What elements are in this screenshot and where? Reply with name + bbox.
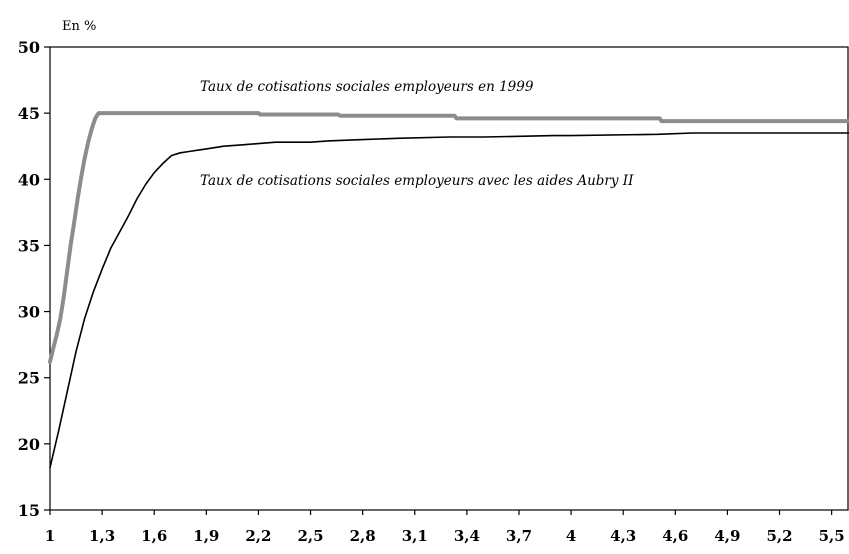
- x-tick-label: 1: [45, 527, 55, 545]
- x-tick-label: 3,1: [402, 527, 428, 545]
- y-axis-unit-label: En %: [62, 19, 96, 34]
- y-tick-label: 40: [18, 170, 40, 189]
- x-tick-label: 3,7: [506, 527, 532, 545]
- x-tick-label: 3,4: [454, 527, 480, 545]
- y-axis-ticks: 15 20 25 30 35 40 45 50: [18, 38, 50, 520]
- series-line-aubry: [49, 132, 849, 469]
- x-tick-label: 4,3: [610, 527, 636, 545]
- series-label-aubry: Taux de cotisations sociales employeurs …: [200, 173, 634, 189]
- x-tick-label: 2,8: [350, 527, 376, 545]
- y-tick-label: 50: [18, 38, 40, 57]
- x-axis-ticks: 1 1,3 1,6 1,9 2,2 2,5 2,8 3,1 3,4 3,7 4 4,3 4,6 4,9 5,…: [45, 510, 845, 545]
- y-tick-label: 20: [18, 435, 40, 454]
- series-label-1999: Taux de cotisations sociales employeurs …: [200, 79, 534, 95]
- x-tick-label: 4,9: [714, 527, 740, 545]
- y-tick-label: 15: [18, 501, 40, 520]
- y-tick-label: 45: [18, 104, 40, 123]
- series-lines: [48, 111, 849, 469]
- series-line-1999: [48, 111, 849, 364]
- x-tick-label: 1,9: [193, 527, 219, 545]
- plot-frame: [49, 46, 849, 511]
- x-tick-label: 4,6: [662, 527, 688, 545]
- axes: [49, 46, 849, 511]
- x-tick-label: 5,2: [766, 527, 792, 545]
- x-tick-label: 5,5: [819, 527, 845, 545]
- x-tick-label: 4: [566, 527, 576, 545]
- x-tick-label: 1,6: [141, 527, 167, 545]
- y-tick-label: 35: [18, 236, 40, 255]
- x-tick-label: 2,5: [297, 527, 323, 545]
- x-tick-label: 1,3: [89, 527, 115, 545]
- y-tick-label: 30: [18, 303, 40, 322]
- x-tick-label: 2,2: [245, 527, 271, 545]
- y-tick-label: 25: [18, 369, 40, 388]
